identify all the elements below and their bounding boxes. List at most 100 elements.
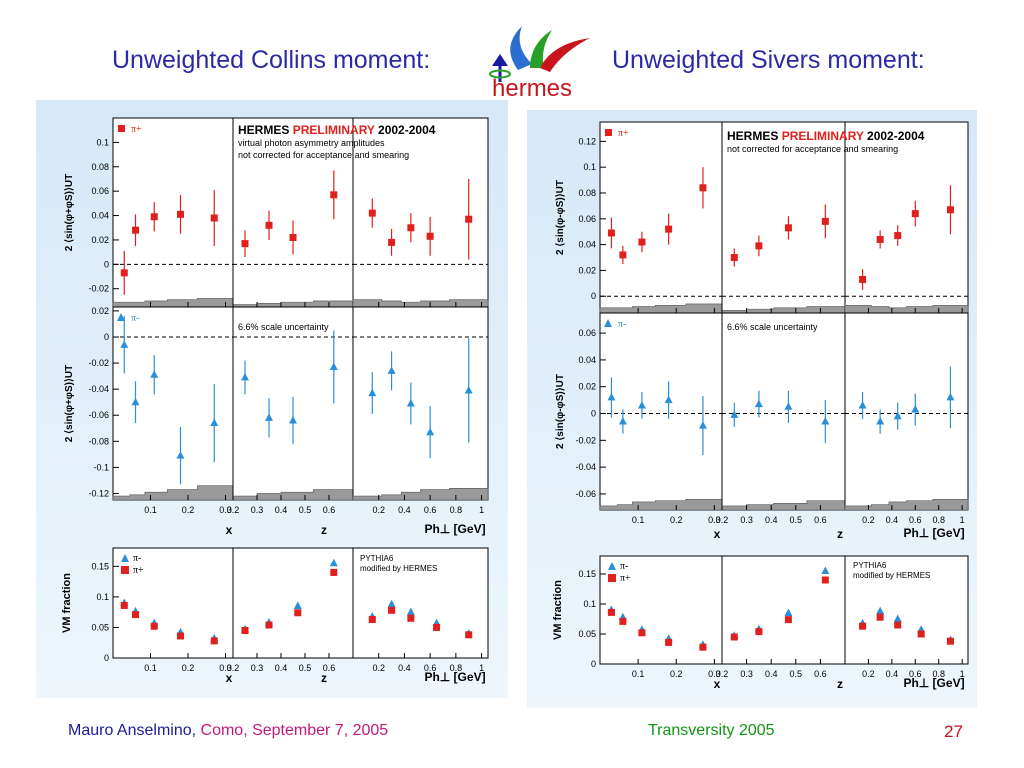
sivers-pi-plus-point (821, 217, 829, 225)
sivers-vm-pi-plus-point (638, 629, 646, 637)
collins-vm-pi-minus-point (293, 601, 302, 610)
collins-vm-pi-plus-point (465, 631, 473, 639)
collins-top-syst-band-2 (352, 299, 489, 308)
sivers-xlabel-bottom: x (714, 677, 721, 691)
collins-header-preliminary: PRELIMINARY (293, 123, 375, 137)
sivers-x-tick-label: 0.3 (708, 515, 721, 525)
sivers-x-tick-label: 0.8 (932, 515, 945, 525)
sivers-y-tick-label: -0.06 (575, 489, 596, 499)
sivers-x-tick-label: 0.6 (909, 515, 922, 525)
collins-vm-pi-minus-point (406, 607, 415, 616)
sivers-legend-pi-plus-marker (605, 129, 612, 136)
sivers-header-hermes: HERMES (727, 129, 782, 143)
collins-x-tick-label: 0.4 (275, 663, 288, 673)
collins-pi-plus-point (150, 213, 158, 221)
collins-y-tick-label: 0.02 (91, 235, 109, 245)
logo-wing-icon (489, 26, 590, 82)
collins-vm-legend-pi-plus: π+ (133, 565, 144, 576)
collins-vm-pi-plus-point (433, 623, 441, 631)
sivers-pi-minus-point (618, 417, 627, 425)
collins-pythia-note-2: modified by HERMES (360, 564, 437, 573)
sivers-vm-pi-plus-point (784, 616, 792, 624)
sivers-vm-pi-plus-point (619, 617, 627, 625)
collins-x-tick-label: 0.5 (299, 663, 312, 673)
collins-pi-minus-point (406, 399, 415, 407)
collins-y-tick-label: 0.08 (91, 162, 109, 172)
collins-pi-plus-point (426, 232, 434, 240)
sivers-top-frame-1 (721, 121, 846, 314)
sivers-pi-plus-point (784, 224, 792, 232)
sivers-pi-minus-point (637, 400, 646, 409)
collins-pi-minus-point (176, 451, 185, 459)
collins-y-tick-label: 0.1 (96, 137, 109, 147)
sivers-y-tick-label: 0 (591, 659, 596, 669)
sivers-legend-top-label: π+ (618, 128, 629, 139)
collins-x-tick-label: 0.5 (299, 505, 312, 515)
sivers-pi-minus-point (911, 404, 920, 413)
sivers-x-tick-label: 0.6 (814, 669, 827, 679)
collins-y-tick-label: 0.15 (91, 561, 109, 571)
sivers-x-tick-label: 0.1 (632, 515, 645, 525)
sivers-mid-frame-0 (599, 312, 723, 511)
collins-x-tick-label: 0.2 (182, 663, 195, 673)
sivers-vm-pi-minus-point (876, 606, 885, 615)
sivers-title: Unweighted Sivers moment: (612, 46, 925, 74)
collins-pi-plus-point (289, 233, 297, 241)
collins-x-tick-label: 0.6 (424, 663, 437, 673)
sivers-y-tick-label: 0.06 (578, 328, 596, 338)
sivers-x-tick-label: 0.4 (886, 515, 899, 525)
collins-pi-minus-point (426, 427, 435, 436)
sivers-vm-legend-pi-plus-marker (608, 574, 616, 582)
sivers-pi-plus-point (946, 206, 954, 214)
sivers-xlabel-mid: x (714, 527, 721, 541)
collins-pi-minus-point (368, 388, 377, 397)
collins-pi-plus-point (177, 210, 184, 218)
collins-x-tick-label: 0.2 (227, 663, 240, 673)
sivers-bot-ylabel: VM fraction (552, 580, 564, 640)
collins-pi-plus-point (388, 238, 396, 246)
sivers-pi-minus-point (821, 417, 830, 425)
sivers-y-tick-label: 0.02 (578, 382, 596, 392)
collins-y-tick-label: -0.12 (88, 488, 109, 498)
sivers-pythia-note: PYTHIA6 (853, 561, 887, 570)
collins-top-frame-1 (232, 117, 354, 308)
sivers-x-tick-label: 0.4 (886, 669, 899, 679)
collins-x-tick-label: 1 (479, 505, 484, 515)
collins-xlabel-mid: z (321, 523, 327, 537)
sivers-x-tick-label: 0.6 (909, 669, 922, 679)
collins-header-years: 2002-2004 (375, 123, 436, 137)
sivers-pi-plus-point (859, 275, 867, 283)
collins-vm-pi-plus-point (330, 568, 338, 576)
collins-x-tick-label: 0.4 (275, 505, 288, 515)
collins-pi-minus-point (387, 366, 396, 374)
collins-pi-plus-point (132, 226, 139, 234)
collins-x-tick-label: 0.2 (227, 505, 240, 515)
collins-pi-minus-point (150, 370, 159, 378)
sivers-pi-minus-point (893, 411, 902, 420)
sivers-pi-minus-point (754, 399, 763, 408)
collins-x-tick-label: 0.8 (450, 663, 463, 673)
sivers-xlabel-bottom: z (837, 677, 843, 691)
sivers-x-tick-label: 0.8 (932, 669, 945, 679)
collins-x-tick-label: 0.2 (372, 663, 385, 673)
collins-vm-pi-plus-point (294, 609, 302, 617)
collins-xlabel-mid: Ph⊥ [GeV] (424, 522, 485, 536)
page-number: 27 (944, 722, 963, 741)
collins-mid-ylabel: 2 ⟨sin(φ+φS)⟩UT (64, 365, 75, 442)
sivers-pythia-note-2: modified by HERMES (853, 571, 930, 580)
sivers-y-tick-label: -0.02 (575, 435, 596, 445)
collins-x-tick-label: 0.3 (251, 505, 264, 515)
collins-hermes-header: HERMES PRELIMINARY 2002-2004 (238, 123, 436, 137)
sivers-x-tick-label: 0.6 (814, 515, 827, 525)
sivers-x-tick-label: 0.1 (632, 669, 645, 679)
collins-x-tick-label: 0.3 (219, 505, 232, 515)
collins-x-tick-label: 0.1 (144, 663, 157, 673)
sivers-pi-plus-point (607, 229, 615, 237)
collins-x-tick-label: 0.8 (450, 505, 463, 515)
collins-x-tick-label: 0.6 (323, 505, 336, 515)
sivers-y-tick-label: 0.15 (578, 569, 596, 579)
collins-header-note: not corrected for acceptance and smearin… (238, 150, 409, 160)
sivers-y-tick-label: 0.04 (578, 240, 596, 250)
sivers-vm-pi-plus-point (755, 628, 763, 636)
